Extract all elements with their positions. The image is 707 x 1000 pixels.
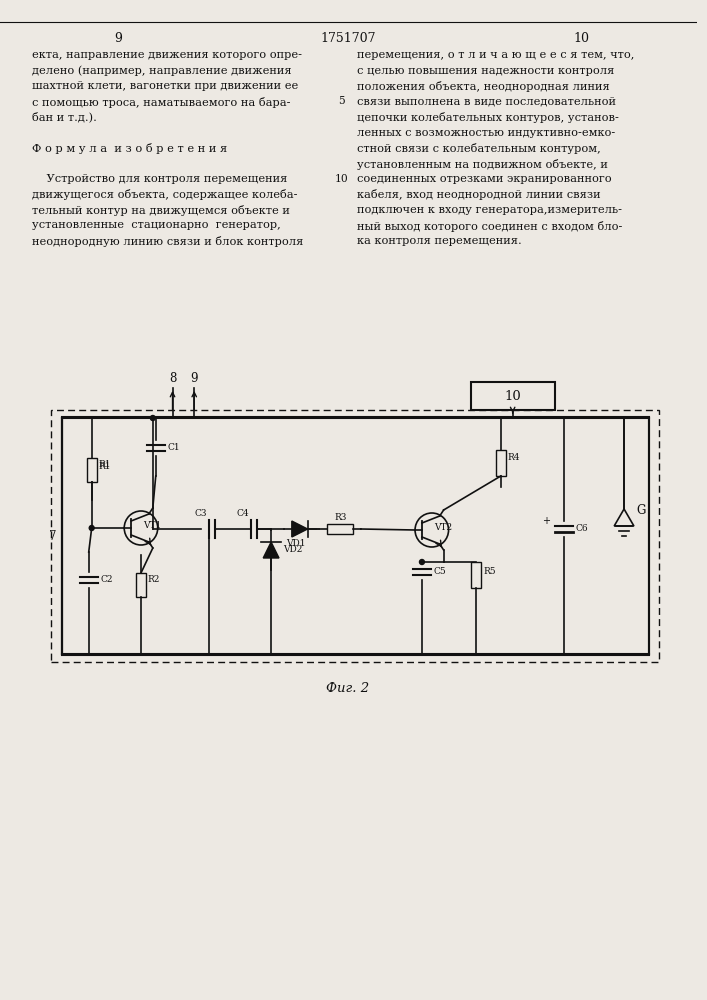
Bar xyxy=(472,382,555,410)
Text: ный выход которого соединен с входом бло-: ный выход которого соединен с входом бло… xyxy=(357,221,622,232)
Text: 9: 9 xyxy=(190,372,198,385)
Bar xyxy=(136,573,146,597)
Text: Ф о р м у л а  и з о б р е т е н и я: Ф о р м у л а и з о б р е т е н и я xyxy=(32,143,227,154)
Text: стной связи с колебательным контуром,: стной связи с колебательным контуром, xyxy=(357,143,601,154)
Text: 10: 10 xyxy=(573,32,590,45)
Text: установленным на подвижном объекте, и: установленным на подвижном объекте, и xyxy=(357,158,608,169)
Bar xyxy=(87,458,97,482)
Text: C6: C6 xyxy=(575,524,588,533)
Text: 10: 10 xyxy=(334,174,348,184)
Text: положения объекта, неоднородная линия: положения объекта, неоднородная линия xyxy=(357,81,609,92)
Text: R2: R2 xyxy=(148,575,160,584)
Circle shape xyxy=(151,416,156,420)
Bar xyxy=(496,450,506,476)
Polygon shape xyxy=(263,542,279,558)
Text: R5: R5 xyxy=(483,567,496,576)
Text: соединенных отрезками экранированного: соединенных отрезками экранированного xyxy=(357,174,612,184)
Text: VT1: VT1 xyxy=(143,520,161,530)
Text: +: + xyxy=(542,516,550,526)
Bar xyxy=(472,562,481,588)
Text: подключен к входу генератора,измеритель-: подключен к входу генератора,измеритель- xyxy=(357,205,622,215)
Text: движущегося объекта, содержащее колеба-: движущегося объекта, содержащее колеба- xyxy=(32,190,297,200)
Text: 9: 9 xyxy=(115,32,122,45)
Text: C3: C3 xyxy=(194,509,207,518)
Text: связи выполнена в виде последовательной: связи выполнена в виде последовательной xyxy=(357,97,616,106)
Text: G: G xyxy=(637,504,646,518)
Text: бан и т.д.).: бан и т.д.). xyxy=(32,112,96,123)
Text: цепочки колебательных контуров, установ-: цепочки колебательных контуров, установ- xyxy=(357,112,619,123)
Text: тельный контур на движущемся объекте и: тельный контур на движущемся объекте и xyxy=(32,205,289,216)
Text: R1: R1 xyxy=(98,462,111,471)
Text: ка контроля перемещения.: ка контроля перемещения. xyxy=(357,236,522,246)
Text: 5: 5 xyxy=(338,97,344,106)
Text: установленные  стационарно  генератор,: установленные стационарно генератор, xyxy=(32,221,280,231)
Circle shape xyxy=(419,560,424,564)
Text: R1: R1 xyxy=(98,460,111,469)
Text: перемещения, о т л и ч а ю щ е е с я тем, что,: перемещения, о т л и ч а ю щ е е с я тем… xyxy=(357,50,634,60)
Text: C4: C4 xyxy=(237,509,250,518)
Text: 7: 7 xyxy=(49,530,56,542)
Text: неоднородную линию связи и блок контроля: неоднородную линию связи и блок контроля xyxy=(32,236,303,247)
Text: Фиг. 2: Фиг. 2 xyxy=(327,682,370,695)
Text: VD2: VD2 xyxy=(283,546,303,554)
Text: R3: R3 xyxy=(334,513,346,522)
Bar xyxy=(327,524,353,534)
Text: шахтной клети, вагонетки при движении ее: шахтной клети, вагонетки при движении ее xyxy=(32,81,298,91)
Text: 8: 8 xyxy=(169,372,176,385)
Text: C2: C2 xyxy=(100,575,113,584)
Bar xyxy=(62,417,649,655)
Text: VD1: VD1 xyxy=(286,539,305,548)
Polygon shape xyxy=(292,521,308,537)
Text: Устройство для контроля перемещения: Устройство для контроля перемещения xyxy=(32,174,287,184)
Text: ленных с возможностью индуктивно-емко-: ленных с возможностью индуктивно-емко- xyxy=(357,127,615,137)
Text: C1: C1 xyxy=(168,443,180,452)
Text: екта, направление движения которого опре-: екта, направление движения которого опре… xyxy=(32,50,302,60)
Bar xyxy=(52,410,658,662)
Text: VT2: VT2 xyxy=(434,522,452,532)
Text: R4: R4 xyxy=(508,453,520,462)
Text: 10: 10 xyxy=(505,389,522,402)
Text: C5: C5 xyxy=(434,567,447,576)
Circle shape xyxy=(89,526,94,530)
Text: кабеля, вход неоднородной линии связи: кабеля, вход неоднородной линии связи xyxy=(357,190,600,200)
Text: делено (например, направление движения: делено (например, направление движения xyxy=(32,66,291,76)
Text: 1751707: 1751707 xyxy=(320,32,375,45)
Text: с помощью троса, наматываемого на бара-: с помощью троса, наматываемого на бара- xyxy=(32,97,290,107)
Text: с целью повышения надежности контроля: с целью повышения надежности контроля xyxy=(357,66,614,76)
